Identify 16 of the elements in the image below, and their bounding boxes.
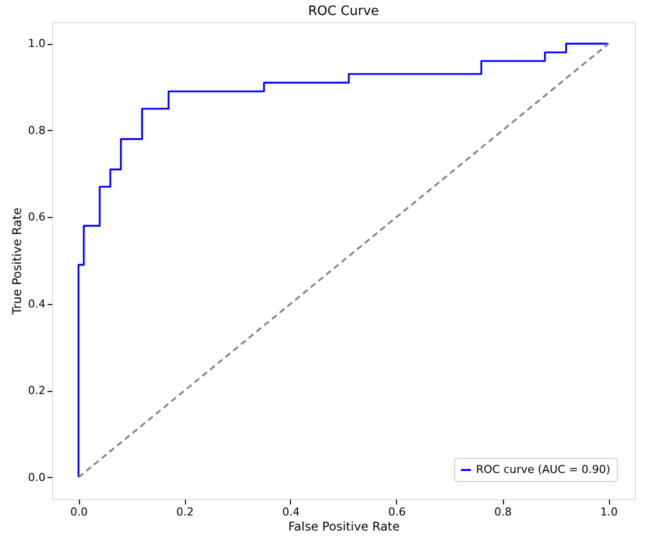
x-tick-label: 1.0	[600, 506, 618, 518]
legend-label: ROC curve (AUC = 0.90)	[476, 463, 610, 476]
x-tick-label: 0.8	[494, 506, 512, 518]
x-axis-title: False Positive Rate	[288, 520, 400, 534]
x-tick-label: 0.0	[70, 506, 88, 518]
x-tick-label: 0.2	[176, 506, 194, 518]
y-tick-label: 1.0	[28, 37, 46, 50]
chart-title: ROC Curve	[308, 4, 379, 19]
x-tick-label: 0.4	[282, 506, 300, 518]
y-tick-label: 0.2	[28, 384, 46, 398]
x-tick-label: 0.6	[388, 506, 406, 518]
y-tick-label: 0.4	[28, 297, 46, 310]
y-tick-label: 0.6	[28, 210, 46, 224]
y-tick-label: 0.8	[28, 124, 46, 137]
y-axis-title: True Positive Rate	[10, 208, 24, 316]
y-tick-label: 0.0	[28, 470, 46, 484]
